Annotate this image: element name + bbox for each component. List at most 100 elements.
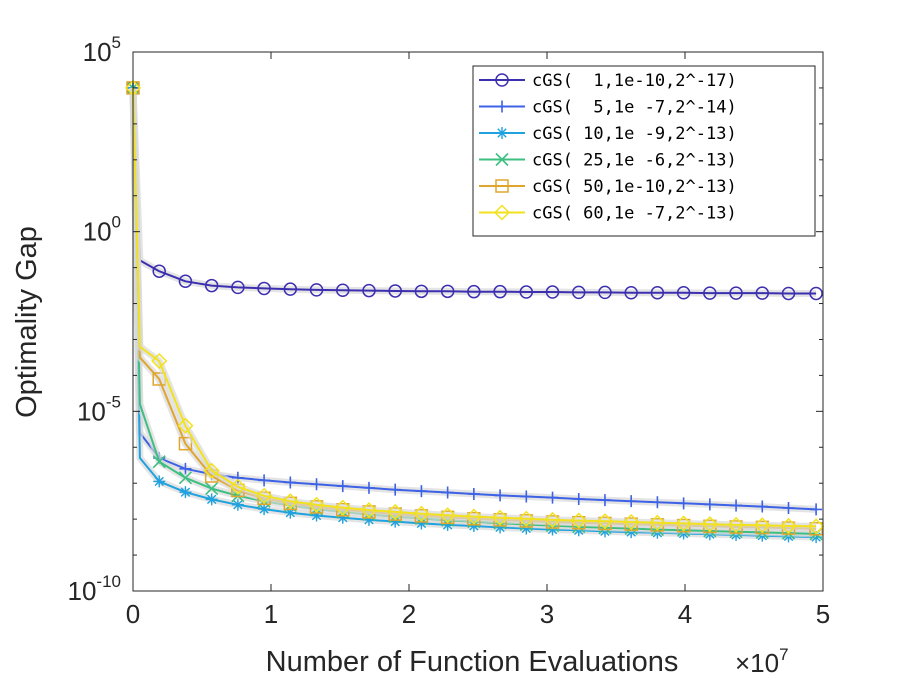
legend-label: cGS( 1,1e-10,2^-17) — [532, 71, 737, 91]
data-point — [493, 284, 507, 299]
data-point — [205, 493, 218, 506]
data-point — [465, 508, 482, 525]
data-point — [360, 502, 378, 519]
data-point — [413, 505, 430, 522]
data-point — [520, 490, 533, 503]
data-point — [362, 513, 375, 526]
y-tick-label-base: 10 — [83, 37, 112, 67]
data-point — [727, 516, 745, 533]
legend-label: cGS( 60,1e -7,2^-13) — [532, 204, 737, 224]
x-tick-label: 0 — [126, 599, 140, 629]
data-point — [231, 498, 244, 511]
data-point — [494, 521, 507, 534]
data-point — [258, 503, 271, 516]
data-point — [362, 283, 376, 298]
legend-marker — [493, 204, 511, 221]
data-point — [439, 507, 456, 524]
data-point — [650, 286, 665, 300]
y-tick-label-exponent: -10 — [96, 572, 121, 591]
legend-label: cGS( 5,1e -7,2^-14) — [532, 98, 737, 118]
data-point — [336, 480, 349, 493]
data-point — [178, 274, 193, 289]
data-point — [545, 285, 560, 299]
x-tick-label: 1 — [264, 599, 278, 629]
data-point — [781, 286, 796, 301]
legend-entry: cGS( 50,1e-10,2^-13) — [479, 177, 737, 197]
data-point — [782, 501, 795, 514]
data-point — [229, 478, 246, 495]
data-point — [389, 515, 402, 528]
data-point — [598, 285, 612, 300]
legend-marker — [495, 152, 509, 167]
data-point — [625, 495, 638, 508]
y-tick-label-base: 10 — [77, 396, 106, 426]
data-point — [231, 280, 245, 295]
data-point — [414, 284, 429, 299]
data-point — [389, 483, 402, 496]
series-line — [132, 87, 817, 295]
data-point — [387, 503, 404, 521]
data-point — [256, 487, 273, 504]
data-point — [809, 286, 823, 301]
data-point — [596, 513, 614, 530]
data-point — [571, 285, 586, 300]
data-point — [598, 525, 611, 538]
y-tick-label-exponent: -5 — [106, 392, 121, 411]
data-point — [441, 518, 454, 531]
y-tick-label: 100 — [83, 213, 121, 247]
y-tick-label: 10-5 — [77, 392, 121, 426]
data-point — [441, 486, 454, 499]
data-point — [808, 518, 825, 535]
data-point — [362, 481, 375, 494]
legend-marker — [496, 127, 508, 139]
data-point — [649, 514, 666, 531]
legend-entry: cGS( 25,1e -6,2^-13) — [479, 151, 737, 171]
data-point — [467, 487, 480, 500]
data-point — [519, 285, 534, 299]
axes-layer — [132, 51, 824, 592]
data-point — [520, 522, 533, 535]
x-tick-label: 5 — [816, 599, 830, 629]
y-tick-label-base: 10 — [83, 217, 112, 247]
data-point — [309, 283, 324, 297]
data-point — [467, 284, 481, 299]
series-6 — [124, 79, 825, 535]
data-point — [308, 496, 325, 513]
data-point — [572, 493, 585, 506]
data-point — [729, 286, 743, 300]
legend-marker — [495, 73, 509, 87]
series-layer — [124, 79, 825, 544]
data-point — [440, 284, 455, 299]
y-tick-label: 10-10 — [68, 572, 122, 606]
data-point — [677, 497, 690, 510]
data-point — [467, 519, 480, 532]
y-tick-label: 105 — [83, 33, 121, 67]
data-point — [755, 286, 770, 300]
data-point — [310, 509, 323, 522]
legend-label: cGS( 10,1e -9,2^-13) — [532, 124, 737, 144]
legend-entries: cGS( 1,1e-10,2^-17) cGS( 5,1e -7,2^-14) cG… — [479, 71, 737, 224]
y-axis-label: Optimality Gap — [11, 226, 43, 418]
data-point — [178, 471, 193, 485]
x-axis-multiplier-exponent: 7 — [779, 645, 788, 664]
legend-box — [472, 65, 816, 237]
data-point — [780, 517, 797, 535]
data-point — [153, 475, 166, 488]
data-point — [284, 476, 297, 489]
data-point — [676, 286, 691, 300]
data-point — [518, 510, 535, 527]
x-tick-label: 4 — [678, 599, 692, 629]
legend-label: cGS( 50,1e-10,2^-13) — [532, 177, 737, 197]
data-point — [572, 524, 585, 537]
legend-entry: cGS( 10,1e -9,2^-13) — [479, 124, 737, 144]
data-point — [179, 462, 192, 475]
series-1 — [126, 81, 823, 301]
data-point — [494, 489, 507, 502]
data-point — [310, 478, 323, 491]
data-point — [703, 498, 716, 511]
plot-area-frame — [132, 51, 824, 592]
data-point — [492, 509, 509, 526]
data-point — [204, 278, 219, 293]
data-point — [283, 282, 298, 296]
